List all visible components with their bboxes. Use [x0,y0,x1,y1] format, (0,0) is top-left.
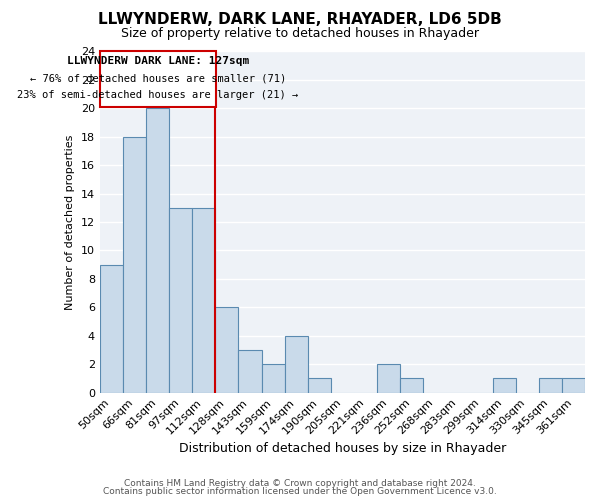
Bar [169,208,192,392]
Bar [493,378,515,392]
Bar [215,308,238,392]
X-axis label: Distribution of detached houses by size in Rhayader: Distribution of detached houses by size … [179,442,506,455]
Text: LLWYNDERW DARK LANE: 127sqm: LLWYNDERW DARK LANE: 127sqm [67,56,249,66]
Bar [238,350,262,393]
Text: ← 76% of detached houses are smaller (71): ← 76% of detached houses are smaller (71… [30,73,286,83]
Text: Contains HM Land Registry data © Crown copyright and database right 2024.: Contains HM Land Registry data © Crown c… [124,478,476,488]
Text: LLWYNDERW, DARK LANE, RHAYADER, LD6 5DB: LLWYNDERW, DARK LANE, RHAYADER, LD6 5DB [98,12,502,28]
Bar [262,364,284,392]
Text: Contains public sector information licensed under the Open Government Licence v3: Contains public sector information licen… [103,487,497,496]
Bar [562,378,585,392]
Bar [192,208,215,392]
Bar [377,364,400,392]
Bar [123,137,146,392]
Bar [308,378,331,392]
Bar [400,378,423,392]
Bar [146,108,169,393]
Bar [100,264,123,392]
Bar [284,336,308,392]
Text: 23% of semi-detached houses are larger (21) →: 23% of semi-detached houses are larger (… [17,90,299,100]
Bar [100,52,216,107]
Bar [539,378,562,392]
Y-axis label: Number of detached properties: Number of detached properties [65,134,75,310]
Text: Size of property relative to detached houses in Rhayader: Size of property relative to detached ho… [121,28,479,40]
